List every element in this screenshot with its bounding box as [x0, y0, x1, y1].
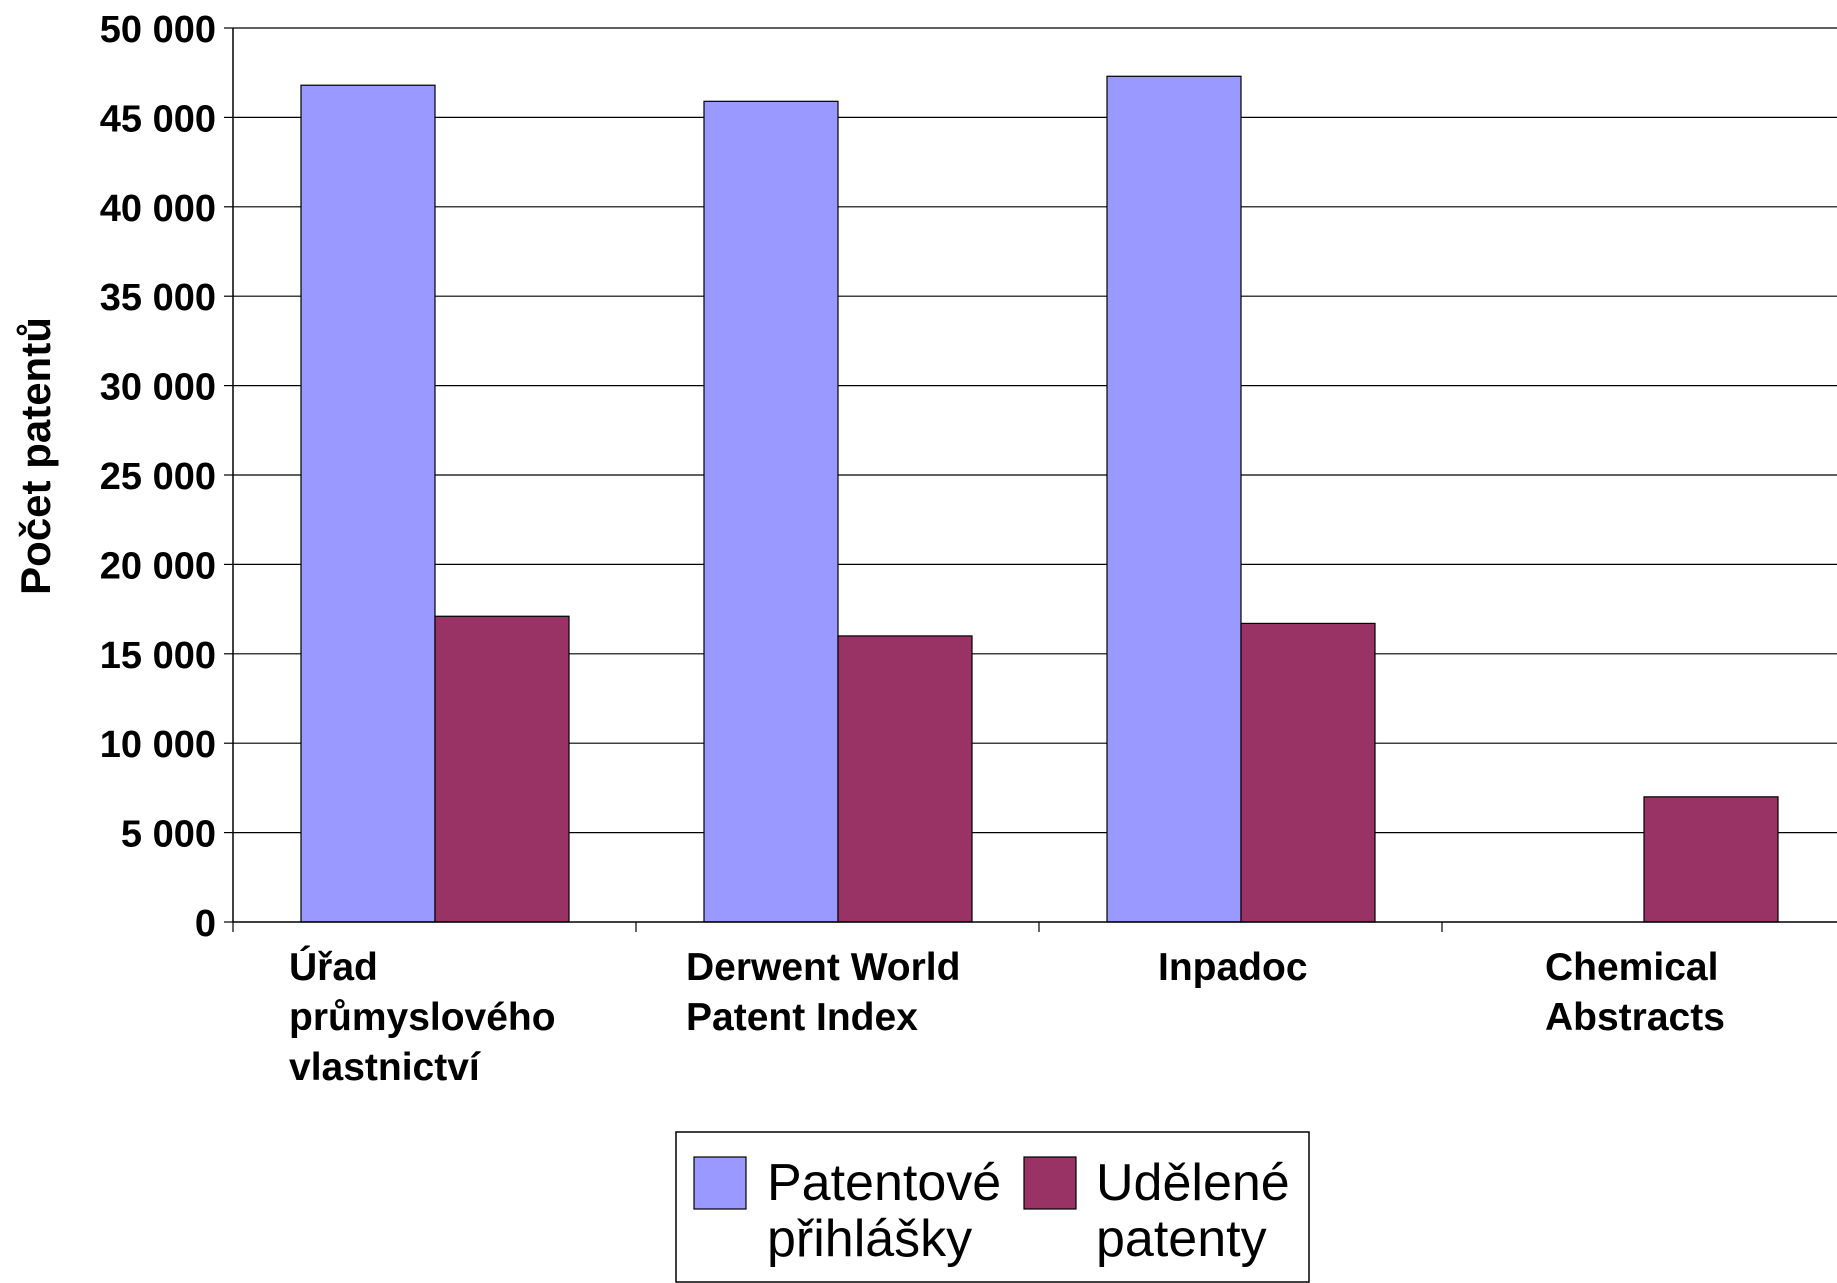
y-tick-label: 15 000	[100, 635, 216, 677]
bar-series-2-category-2	[837, 635, 973, 923]
x-category-label: Derwent World Patent Index	[686, 946, 960, 1039]
x-category-label-line: Úřad	[289, 945, 378, 989]
x-category-label-line: Abstracts	[1545, 996, 1725, 1039]
x-category-label-line: průmyslového	[289, 996, 556, 1039]
y-axis-label: Počet patentů	[12, 317, 59, 595]
y-tick-label: 35 000	[100, 277, 216, 319]
x-category-label: Inpadoc	[1158, 946, 1308, 989]
bar-series-2-category-1	[434, 615, 570, 923]
legend-label-line: Udělené	[1096, 1154, 1290, 1212]
x-category-label-line: Chemical	[1545, 946, 1718, 989]
y-tick-label: 50 000	[100, 9, 216, 51]
y-tick-label: 40 000	[100, 188, 216, 230]
x-category-label-line: Patent Index	[686, 996, 918, 1039]
bar-series-1-category-3	[1106, 75, 1242, 923]
x-category-labels: Úřad průmyslového vlastnictví Derwent World…	[289, 945, 1725, 1089]
x-category-label: Chemical Abstracts	[1545, 946, 1725, 1039]
legend: Patentové přihlášky Udělené patenty	[675, 1131, 1310, 1283]
legend-label-line: přihlášky	[767, 1210, 972, 1268]
x-category-label-line: Inpadoc	[1158, 946, 1308, 989]
bar-series-1-category-1	[300, 84, 436, 923]
legend-label-2: Udělené patenty	[1096, 1154, 1290, 1268]
y-tick-labels: 0 5 000 10 000 15 000 20 000 25 000 30 000 35 0…	[100, 9, 216, 945]
y-tick-label: 0	[195, 903, 216, 945]
y-tick-label: 30 000	[100, 367, 216, 409]
x-category-label: Úřad průmyslového vlastnictví	[289, 945, 556, 1089]
y-tick-label: 25 000	[100, 456, 216, 498]
x-category-label-line: Derwent World	[686, 946, 960, 989]
legend-swatch-1	[693, 1156, 747, 1210]
legend-box	[675, 1131, 1310, 1283]
y-tick-label: 20 000	[100, 545, 216, 587]
bar-series-1-category-2	[703, 100, 839, 923]
y-tick-label: 45 000	[100, 98, 216, 140]
bars	[300, 75, 1779, 923]
y-tick-label: 5 000	[121, 814, 216, 856]
axes	[224, 27, 1837, 932]
bar-series-2-category-3	[1240, 622, 1376, 923]
y-tick-label: 10 000	[100, 724, 216, 766]
x-category-label-line: vlastnictví	[289, 1046, 481, 1089]
legend-label-1: Patentové přihlášky	[767, 1154, 1001, 1268]
legend-label-line: patenty	[1096, 1210, 1267, 1268]
legend-swatch-2	[1023, 1156, 1077, 1210]
bar-series-2-category-4	[1643, 796, 1779, 923]
legend-label-line: Patentové	[767, 1154, 1001, 1212]
